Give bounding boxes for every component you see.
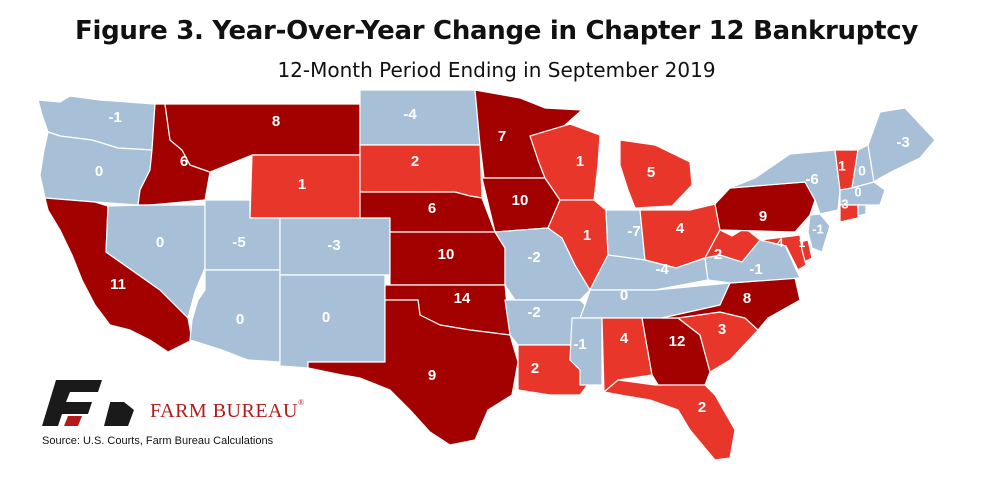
state-value-ks: 10 bbox=[438, 246, 455, 263]
state-value-nm: 0 bbox=[322, 309, 330, 326]
farm-bureau-wordmark: FARM BUREAU® bbox=[150, 398, 305, 423]
state-value-ms: -1 bbox=[573, 336, 586, 353]
state-value-vt: 1 bbox=[838, 158, 846, 174]
state-value-ne: 6 bbox=[428, 200, 436, 217]
state-value-id: 6 bbox=[180, 153, 188, 170]
state-value-wv: 2 bbox=[714, 246, 722, 263]
state-nd bbox=[359, 89, 481, 146]
state-value-il: 1 bbox=[583, 227, 591, 244]
figure-title: Figure 3. Year-Over-Year Change in Chapt… bbox=[75, 16, 918, 46]
state-ny bbox=[729, 149, 841, 215]
state-shapes bbox=[37, 89, 936, 461]
state-mi bbox=[619, 139, 693, 209]
state-md bbox=[759, 234, 807, 271]
logo-f-shape bbox=[42, 380, 102, 426]
registered-mark: ® bbox=[297, 398, 305, 407]
state-value-nd: -4 bbox=[403, 106, 417, 123]
state-value-co: -3 bbox=[327, 237, 340, 254]
state-ct bbox=[839, 204, 859, 223]
state-value-ok: 14 bbox=[454, 290, 471, 307]
state-value-ny: -6 bbox=[805, 171, 818, 188]
state-value-tn: 0 bbox=[620, 287, 628, 304]
state-me bbox=[867, 107, 936, 183]
state-value-ia: 10 bbox=[512, 192, 529, 209]
state-value-sc: 3 bbox=[718, 321, 726, 338]
state-value-ca: 11 bbox=[110, 276, 126, 293]
state-value-wi: 1 bbox=[576, 153, 584, 170]
farm-bureau-logo-icon bbox=[42, 380, 134, 426]
state-value-or: 0 bbox=[95, 163, 103, 180]
state-value-in: -7 bbox=[627, 223, 640, 240]
figure-subtitle: 12-Month Period Ending in September 2019 bbox=[277, 58, 716, 82]
logo-red-stroke bbox=[64, 416, 82, 426]
state-wv bbox=[704, 227, 761, 263]
state-fl bbox=[603, 379, 736, 461]
state-value-pa: 9 bbox=[759, 208, 767, 225]
state-value-fl: 2 bbox=[698, 399, 706, 416]
state-value-mi: 5 bbox=[647, 164, 655, 181]
state-value-wa: -1 bbox=[108, 109, 121, 126]
state-value-sd: 2 bbox=[411, 153, 419, 170]
state-value-az: 0 bbox=[236, 311, 244, 328]
state-value-mn: 7 bbox=[498, 128, 506, 145]
brand-name: FARM BUREAU bbox=[150, 400, 298, 422]
state-value-va: -1 bbox=[749, 261, 762, 278]
state-nj bbox=[807, 213, 831, 253]
state-value-nh: 0 bbox=[858, 163, 866, 179]
state-sd bbox=[359, 144, 483, 199]
state-value-mt: 8 bbox=[272, 113, 280, 130]
state-value-la: 2 bbox=[531, 360, 539, 377]
state-value-ct: 3 bbox=[841, 196, 848, 211]
state-nc bbox=[661, 277, 801, 331]
state-nm bbox=[279, 274, 386, 369]
state-value-tx: 9 bbox=[428, 367, 436, 384]
logo-white-slash bbox=[92, 380, 116, 426]
state-value-ar: -2 bbox=[527, 304, 540, 321]
state-value-md: -4 bbox=[773, 236, 784, 250]
state-value-oh: 4 bbox=[676, 220, 685, 237]
state-value-ga: 12 bbox=[669, 333, 686, 350]
state-nv bbox=[105, 204, 206, 319]
state-value-nc: 8 bbox=[743, 290, 751, 307]
state-value-me: -3 bbox=[896, 134, 909, 151]
state-value-nv: 0 bbox=[156, 234, 164, 251]
state-value-nj: -1 bbox=[812, 221, 824, 236]
state-value-ky: -4 bbox=[655, 261, 669, 278]
state-value-al: 4 bbox=[620, 330, 629, 347]
state-value-de: 1 bbox=[799, 236, 806, 250]
state-value-ut: -5 bbox=[232, 234, 245, 251]
state-value-mo: -2 bbox=[527, 249, 540, 266]
state-tx bbox=[307, 299, 519, 446]
source-note: Source: U.S. Courts, Farm Bureau Calcula… bbox=[42, 435, 274, 447]
state-value-ma: 0 bbox=[854, 184, 861, 199]
state-value-wy: 1 bbox=[298, 176, 306, 193]
state-ri bbox=[857, 204, 867, 217]
